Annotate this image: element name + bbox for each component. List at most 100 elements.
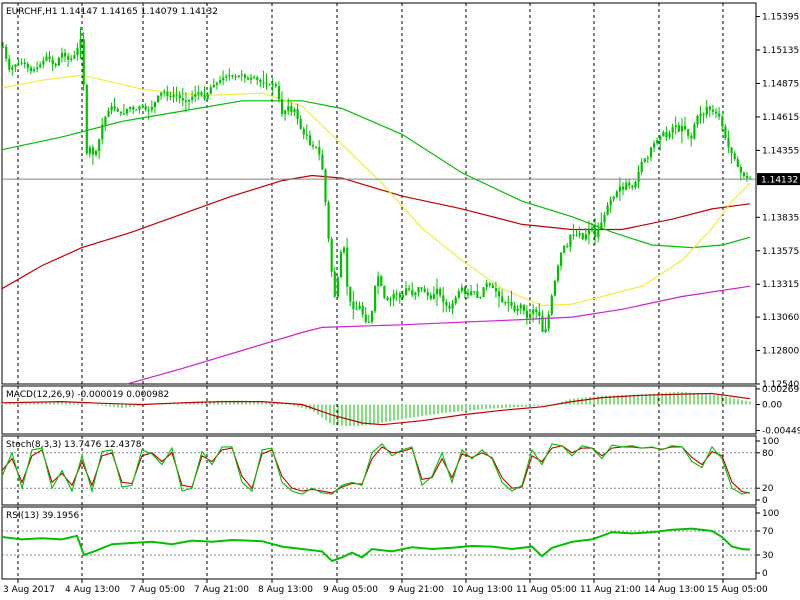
- candle-body: [259, 79, 262, 83]
- stoch-y-axis: 100 80 20 0: [756, 437, 779, 506]
- price-panel: 1.14132 EURCHF,H1 1.14147 1.14165 1.1407…: [1, 2, 800, 390]
- candle-body: [147, 109, 150, 111]
- candle-body: [234, 76, 237, 78]
- candle-body: [724, 126, 727, 139]
- candle-body: [374, 286, 377, 312]
- candle-body: [312, 144, 315, 147]
- candle-body: [597, 229, 600, 238]
- x-tick-label: 7 Aug 05:00: [130, 585, 185, 595]
- candle-body: [448, 305, 451, 309]
- candle-body: [482, 287, 485, 298]
- candle-body: [308, 135, 312, 145]
- candle-body: [290, 106, 293, 113]
- y-tick-label: 1.14615: [762, 113, 799, 123]
- candle-body: [631, 185, 634, 188]
- candle-body: [67, 56, 70, 60]
- candle-body: [346, 247, 349, 287]
- candle-body: [730, 147, 733, 154]
- candle-body: [175, 94, 178, 96]
- candle-body: [460, 287, 463, 292]
- candle-body: [445, 301, 448, 306]
- macd-histogram: [1, 391, 751, 427]
- candle-body: [104, 116, 107, 125]
- x-tick-label: 10 Aug 13:00: [452, 585, 513, 595]
- candle-body: [401, 294, 405, 298]
- candle-body: [473, 291, 476, 293]
- candle-body: [553, 280, 556, 296]
- y-tick-label: 1.13835: [762, 213, 799, 223]
- candle-body: [343, 247, 346, 253]
- candle-body: [510, 301, 513, 306]
- candle-body: [36, 67, 39, 70]
- candle-body: [169, 96, 172, 98]
- y-tick-label: 30: [762, 551, 774, 561]
- candle-body: [178, 94, 181, 99]
- candle-body: [70, 58, 73, 60]
- macd-signal-line: [1, 392, 751, 426]
- candle-body: [330, 238, 333, 272]
- y-tick-label: 0.002699: [762, 385, 800, 395]
- candle-body: [29, 67, 33, 72]
- candle-body: [315, 146, 318, 148]
- macd-title: MACD(12,26,9) -0.000019 0.000982: [6, 390, 169, 400]
- candle-body: [457, 291, 460, 298]
- candle-body: [231, 75, 234, 77]
- candle-body: [42, 60, 45, 65]
- candle-body: [88, 147, 91, 154]
- stoch-levels: [2, 452, 756, 489]
- candle-body: [367, 321, 370, 323]
- x-tick-label: 9 Aug 05:00: [323, 585, 378, 595]
- candle-body: [2, 46, 5, 48]
- candle-body: [48, 56, 51, 60]
- macd-signal-line: [1, 392, 751, 426]
- candle-body: [219, 80, 222, 83]
- macd-y-axis: 0.002699 0.00 -0.004494: [756, 385, 800, 436]
- candle-body: [144, 106, 147, 110]
- y-tick-label: 100: [762, 437, 779, 447]
- candle-body: [250, 77, 253, 80]
- candle-body: [110, 106, 113, 111]
- y-tick-label: 80: [762, 449, 774, 459]
- candle-body: [225, 76, 228, 78]
- stoch-signal-line: [1, 445, 751, 494]
- candle-body: [504, 302, 507, 304]
- y-tick-label: 1.13060: [762, 313, 799, 323]
- candle-body: [209, 87, 212, 94]
- candle-body: [674, 125, 677, 128]
- candle-body: [622, 186, 625, 190]
- rsi-panel: RSI(13) 39.1956 100 70 30 0: [1, 506, 779, 580]
- candle-body: [634, 181, 637, 188]
- candle-body: [587, 228, 591, 235]
- candle-body: [364, 314, 367, 322]
- stoch-panel: Stoch(8,3,3) 13.7476 12.4378 100 80 20 0: [1, 435, 779, 506]
- candle-body: [544, 328, 547, 332]
- candle-body: [628, 182, 631, 186]
- candle-body: [172, 94, 175, 98]
- candle-body: [122, 113, 126, 115]
- candle-body: [646, 157, 649, 159]
- candle-body: [439, 288, 442, 296]
- price-title: EURCHF,H1 1.14147 1.14165 1.14079 1.1413…: [6, 7, 218, 17]
- candle-body: [352, 301, 355, 310]
- candle-body: [191, 96, 194, 100]
- candle-body: [671, 127, 674, 133]
- candle-body: [79, 39, 82, 48]
- candle-body: [498, 291, 501, 297]
- candle-body: [525, 310, 529, 319]
- candle-body: [327, 202, 330, 239]
- candle-body: [653, 143, 656, 148]
- candle-body: [361, 305, 364, 315]
- candle-body: [138, 106, 141, 110]
- candle-body: [699, 113, 702, 117]
- candle-body: [299, 119, 302, 129]
- candle-body: [535, 309, 538, 313]
- candle-body: [411, 289, 414, 296]
- macd-panel-frame: [1, 385, 757, 435]
- candle-body: [513, 305, 516, 312]
- x-tick-label: 11 Aug 05:00: [516, 585, 577, 595]
- candle-body: [522, 304, 525, 311]
- candle-body: [57, 57, 60, 66]
- candle-body: [26, 64, 29, 68]
- candle-body: [153, 102, 157, 108]
